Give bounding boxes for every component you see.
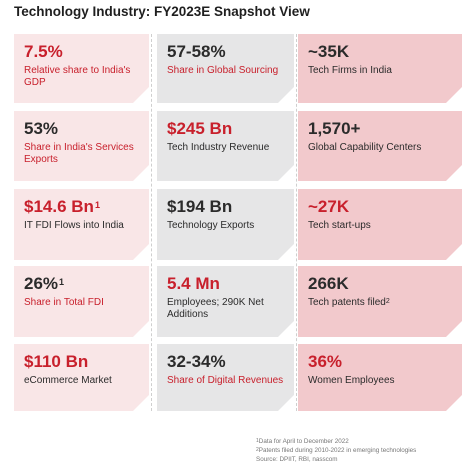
stat-card-gdp-share: 7.5% Relative share to India's GDP	[14, 34, 149, 103]
stat-card-digital-revenues: 32-34% Share of Digital Revenues	[157, 344, 294, 411]
card-corner-notch	[446, 244, 462, 260]
stat-value: 53%	[24, 119, 59, 138]
stat-card-tech-exports: $194 Bn Technology Exports	[157, 189, 294, 260]
stat-value: 57-58%	[167, 42, 226, 61]
page-title: Technology Industry: FY2023E Snapshot Vi…	[14, 4, 310, 19]
stat-label: Women Employees	[308, 375, 395, 386]
footnote-marker: 2	[385, 298, 390, 305]
stat-value: 26%1	[24, 274, 65, 293]
stat-value: $14.6 Bn1	[24, 197, 100, 216]
stat-value: ~27K	[308, 197, 350, 216]
stat-value: 36%	[308, 352, 343, 371]
card-corner-notch	[278, 395, 294, 411]
card-corner-notch	[278, 244, 294, 260]
stat-card-services-exports: 53% Share in India's Services Exports	[14, 111, 149, 181]
stat-value: 32-34%	[167, 352, 226, 371]
stat-label: Tech patents filed2	[308, 297, 390, 308]
stat-card-global-sourcing: 57-58% Share in Global Sourcing	[157, 34, 294, 103]
stat-card-capability-centers: 1,570+ Global Capability Centers	[298, 111, 462, 181]
stat-label: eCommerce Market	[24, 375, 112, 386]
snapshot-grid: 7.5% Relative share to India's GDP 57-58…	[14, 34, 462, 411]
stat-label: Share in India's Services Exports	[24, 142, 134, 165]
stat-label: Technology Exports	[167, 220, 255, 231]
stat-value: 1,570+	[308, 119, 361, 138]
stat-card-tech-patents: 266K Tech patents filed2	[298, 266, 462, 337]
card-corner-notch	[133, 165, 149, 181]
stat-label: Relative share to India's GDP	[24, 65, 131, 88]
stat-value: $194 Bn	[167, 197, 233, 216]
stat-label: Tech start-ups	[308, 220, 371, 231]
card-corner-notch	[446, 321, 462, 337]
card-corner-notch	[446, 395, 462, 411]
column-divider	[296, 34, 298, 411]
card-corner-notch	[278, 87, 294, 103]
card-corner-notch	[133, 321, 149, 337]
stat-label: Employees; 290K Net Additions	[167, 297, 264, 320]
stat-value: 266K	[308, 274, 349, 293]
stat-label: Global Capability Centers	[308, 142, 422, 153]
card-corner-notch	[133, 244, 149, 260]
card-corner-notch	[278, 165, 294, 181]
stat-card-tech-firms: ~35K Tech Firms in India	[298, 34, 462, 103]
footnotes: 1Data for April to December 2022 2Patent…	[256, 437, 468, 464]
stat-value: ~35K	[308, 42, 350, 61]
footnote: 2Patents filed during 2010-2022 in emerg…	[256, 447, 417, 454]
card-corner-notch	[133, 87, 149, 103]
stat-card-employees: 5.4 Mn Employees; 290K Net Additions	[157, 266, 294, 337]
stat-label: Share in Total FDI	[24, 297, 104, 308]
card-corner-notch	[446, 87, 462, 103]
column-divider	[151, 34, 153, 411]
stat-value: 7.5%	[24, 42, 63, 61]
stat-label: Share of Digital Revenues	[167, 375, 284, 386]
card-corner-notch	[446, 165, 462, 181]
stat-card-women-employees: 36% Women Employees	[298, 344, 462, 411]
stat-label: Tech Firms in India	[308, 65, 392, 76]
stat-card-industry-revenue: $245 Bn Tech Industry Revenue	[157, 111, 294, 181]
stat-label: IT FDI Flows into India	[24, 220, 124, 231]
footnote: 1Data for April to December 2022	[256, 438, 349, 445]
stat-label: Share in Global Sourcing	[167, 65, 279, 76]
footnote-marker: 1	[59, 277, 65, 287]
stat-card-ecommerce: $110 Bn eCommerce Market	[14, 344, 149, 411]
stat-label: Tech Industry Revenue	[167, 142, 270, 153]
card-corner-notch	[278, 321, 294, 337]
stat-value: $110 Bn	[24, 352, 89, 371]
stat-card-fdi-share: 26%1 Share in Total FDI	[14, 266, 149, 337]
card-corner-notch	[133, 395, 149, 411]
stat-card-it-fdi: $14.6 Bn1 IT FDI Flows into India	[14, 189, 149, 260]
stat-card-startups: ~27K Tech start-ups	[298, 189, 462, 260]
source-note: Source: DPIIT, RBI, nasscom	[256, 456, 338, 463]
stat-value: 5.4 Mn	[167, 274, 220, 293]
stat-value: $245 Bn	[167, 119, 233, 138]
footnote-marker: 1	[94, 200, 100, 210]
